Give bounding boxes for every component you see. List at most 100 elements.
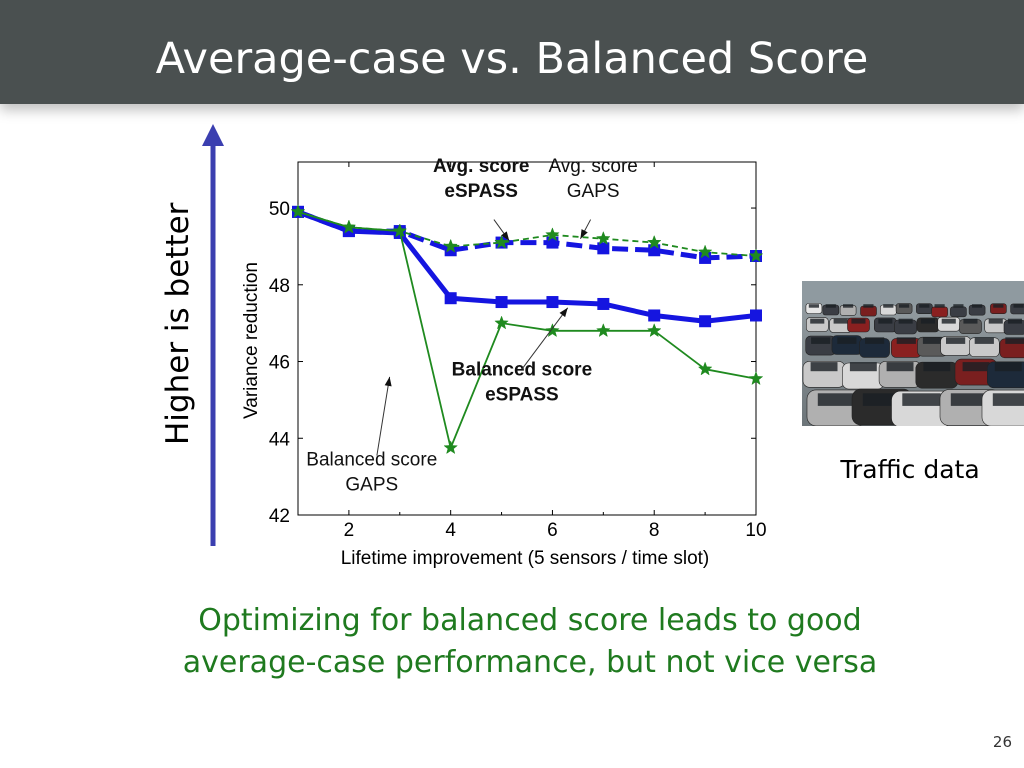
data-point-avg-score-gaps [290, 204, 306, 219]
car-window [963, 318, 978, 324]
data-point-avg-score-espass [546, 236, 559, 249]
car-window [922, 337, 943, 344]
data-point-balanced-score-gaps [697, 361, 713, 376]
car-window [898, 318, 913, 324]
annotation-balanced-score-gaps: Balanced score [306, 450, 437, 471]
conclusion-line-1: Optimizing for balanced score leads to g… [198, 603, 862, 638]
car-window [953, 304, 964, 308]
annotation-avg-score-gaps-sub: GAPS [567, 181, 620, 202]
car-window [992, 393, 1024, 406]
car-window [934, 304, 945, 308]
data-point-balanced-score-gaps [646, 323, 662, 338]
y-tick-label: 46 [269, 353, 290, 374]
car-window [974, 337, 994, 344]
data-point-balanced-score-gaps [545, 323, 560, 338]
data-point-avg-score-gaps [748, 248, 764, 263]
plot-frame [297, 161, 757, 516]
data-point-balanced-score-gaps [443, 440, 458, 455]
data-point-balanced-score-espass [750, 309, 762, 322]
traffic-cars [802, 303, 1024, 426]
data-point-avg-score-espass [648, 244, 661, 257]
annotation-arrowhead [384, 376, 392, 387]
car-window [899, 304, 910, 308]
annotation-arrowhead [559, 307, 568, 318]
car-window [825, 304, 836, 308]
car-window [920, 318, 935, 324]
data-point-avg-score-gaps [392, 223, 408, 238]
photo-caption: Traffic data [840, 455, 980, 484]
annotation-avg-score-espass: Avg. score [433, 156, 529, 177]
data-point-balanced-score-gaps [596, 323, 611, 338]
slide-number: 26 [992, 733, 1012, 751]
conclusion-text: Optimizing for balanced score leads to g… [130, 600, 930, 684]
car-window [851, 318, 866, 324]
y-tick-label: 50 [269, 199, 290, 220]
data-point-balanced-score-gaps [494, 315, 509, 330]
car-window [972, 304, 983, 308]
car-window [923, 362, 951, 372]
x-tick-label: 2 [344, 520, 355, 541]
car-window [941, 318, 956, 324]
car-shape [950, 306, 967, 318]
annotation-arrowhead [580, 229, 588, 239]
data-point-balanced-score-espass [699, 315, 712, 328]
annotation-pointer [521, 307, 569, 370]
data-point-avg-score-gaps [341, 219, 357, 234]
car-window [1005, 337, 1024, 344]
car-window [946, 337, 966, 344]
data-point-balanced-score-espass [546, 296, 559, 309]
title-bar [0, 0, 1024, 104]
car-window [919, 304, 930, 308]
car-window [896, 337, 916, 344]
car-window [994, 362, 1022, 372]
car-window [1013, 304, 1024, 308]
slide-title: Average-case vs. Balanced Score [155, 34, 869, 84]
y-tick-label: 48 [269, 276, 290, 297]
car-window [883, 304, 894, 308]
data-point-balanced-score-gaps [748, 371, 764, 386]
data-point-avg-score-gaps [646, 234, 662, 249]
y-axis-label: Variance reduction [241, 262, 262, 419]
car-window [843, 304, 854, 308]
arrow-head [202, 124, 224, 146]
car-window [902, 393, 941, 406]
data-point-balanced-score-espass [648, 309, 661, 322]
annotation-avg-score-espass-sub: eSPASS [444, 181, 518, 202]
annotation-balanced-score-espass-sub: eSPASS [485, 384, 559, 405]
conclusion-line-2: average-case performance, but not vice v… [182, 645, 878, 680]
car-window [808, 304, 819, 308]
car-window [833, 318, 848, 324]
y-tick-label: 42 [269, 506, 290, 527]
car-window [837, 337, 857, 344]
annotation-pointer [376, 376, 391, 456]
annotation-balanced-score-espass: Balanced score [452, 359, 592, 380]
x-tick-label: 6 [547, 520, 558, 541]
car-window [810, 318, 825, 324]
data-point-avg-score-gaps [443, 238, 458, 253]
car-window [993, 304, 1004, 308]
annotation-arrowhead [501, 231, 510, 241]
y-tick-label: 44 [269, 429, 291, 450]
data-point-avg-score-gaps [545, 227, 560, 242]
series-line-avg-score-gaps [297, 211, 757, 257]
x-tick-label: 4 [445, 520, 456, 541]
x-tick-label: 8 [649, 520, 660, 541]
car-shape [931, 306, 948, 318]
annotation-balanced-score-gaps-sub: GAPS [345, 475, 398, 496]
data-point-avg-score-gaps [697, 244, 713, 259]
data-point-avg-score-gaps [596, 230, 611, 245]
car-window [849, 362, 877, 372]
data-point-avg-score-gaps [494, 234, 509, 249]
higher-is-better-arrow [202, 124, 224, 546]
traffic-photo [802, 281, 1024, 426]
car-window [811, 337, 831, 344]
car-window [886, 362, 914, 372]
car-window [1007, 318, 1022, 324]
car-window [817, 393, 857, 406]
data-point-balanced-score-espass [597, 297, 610, 310]
car-window [988, 318, 1003, 324]
car-window [950, 393, 990, 406]
car-window [865, 337, 885, 344]
x-axis-label: Lifetime improvement (5 sensors / time s… [341, 548, 710, 569]
